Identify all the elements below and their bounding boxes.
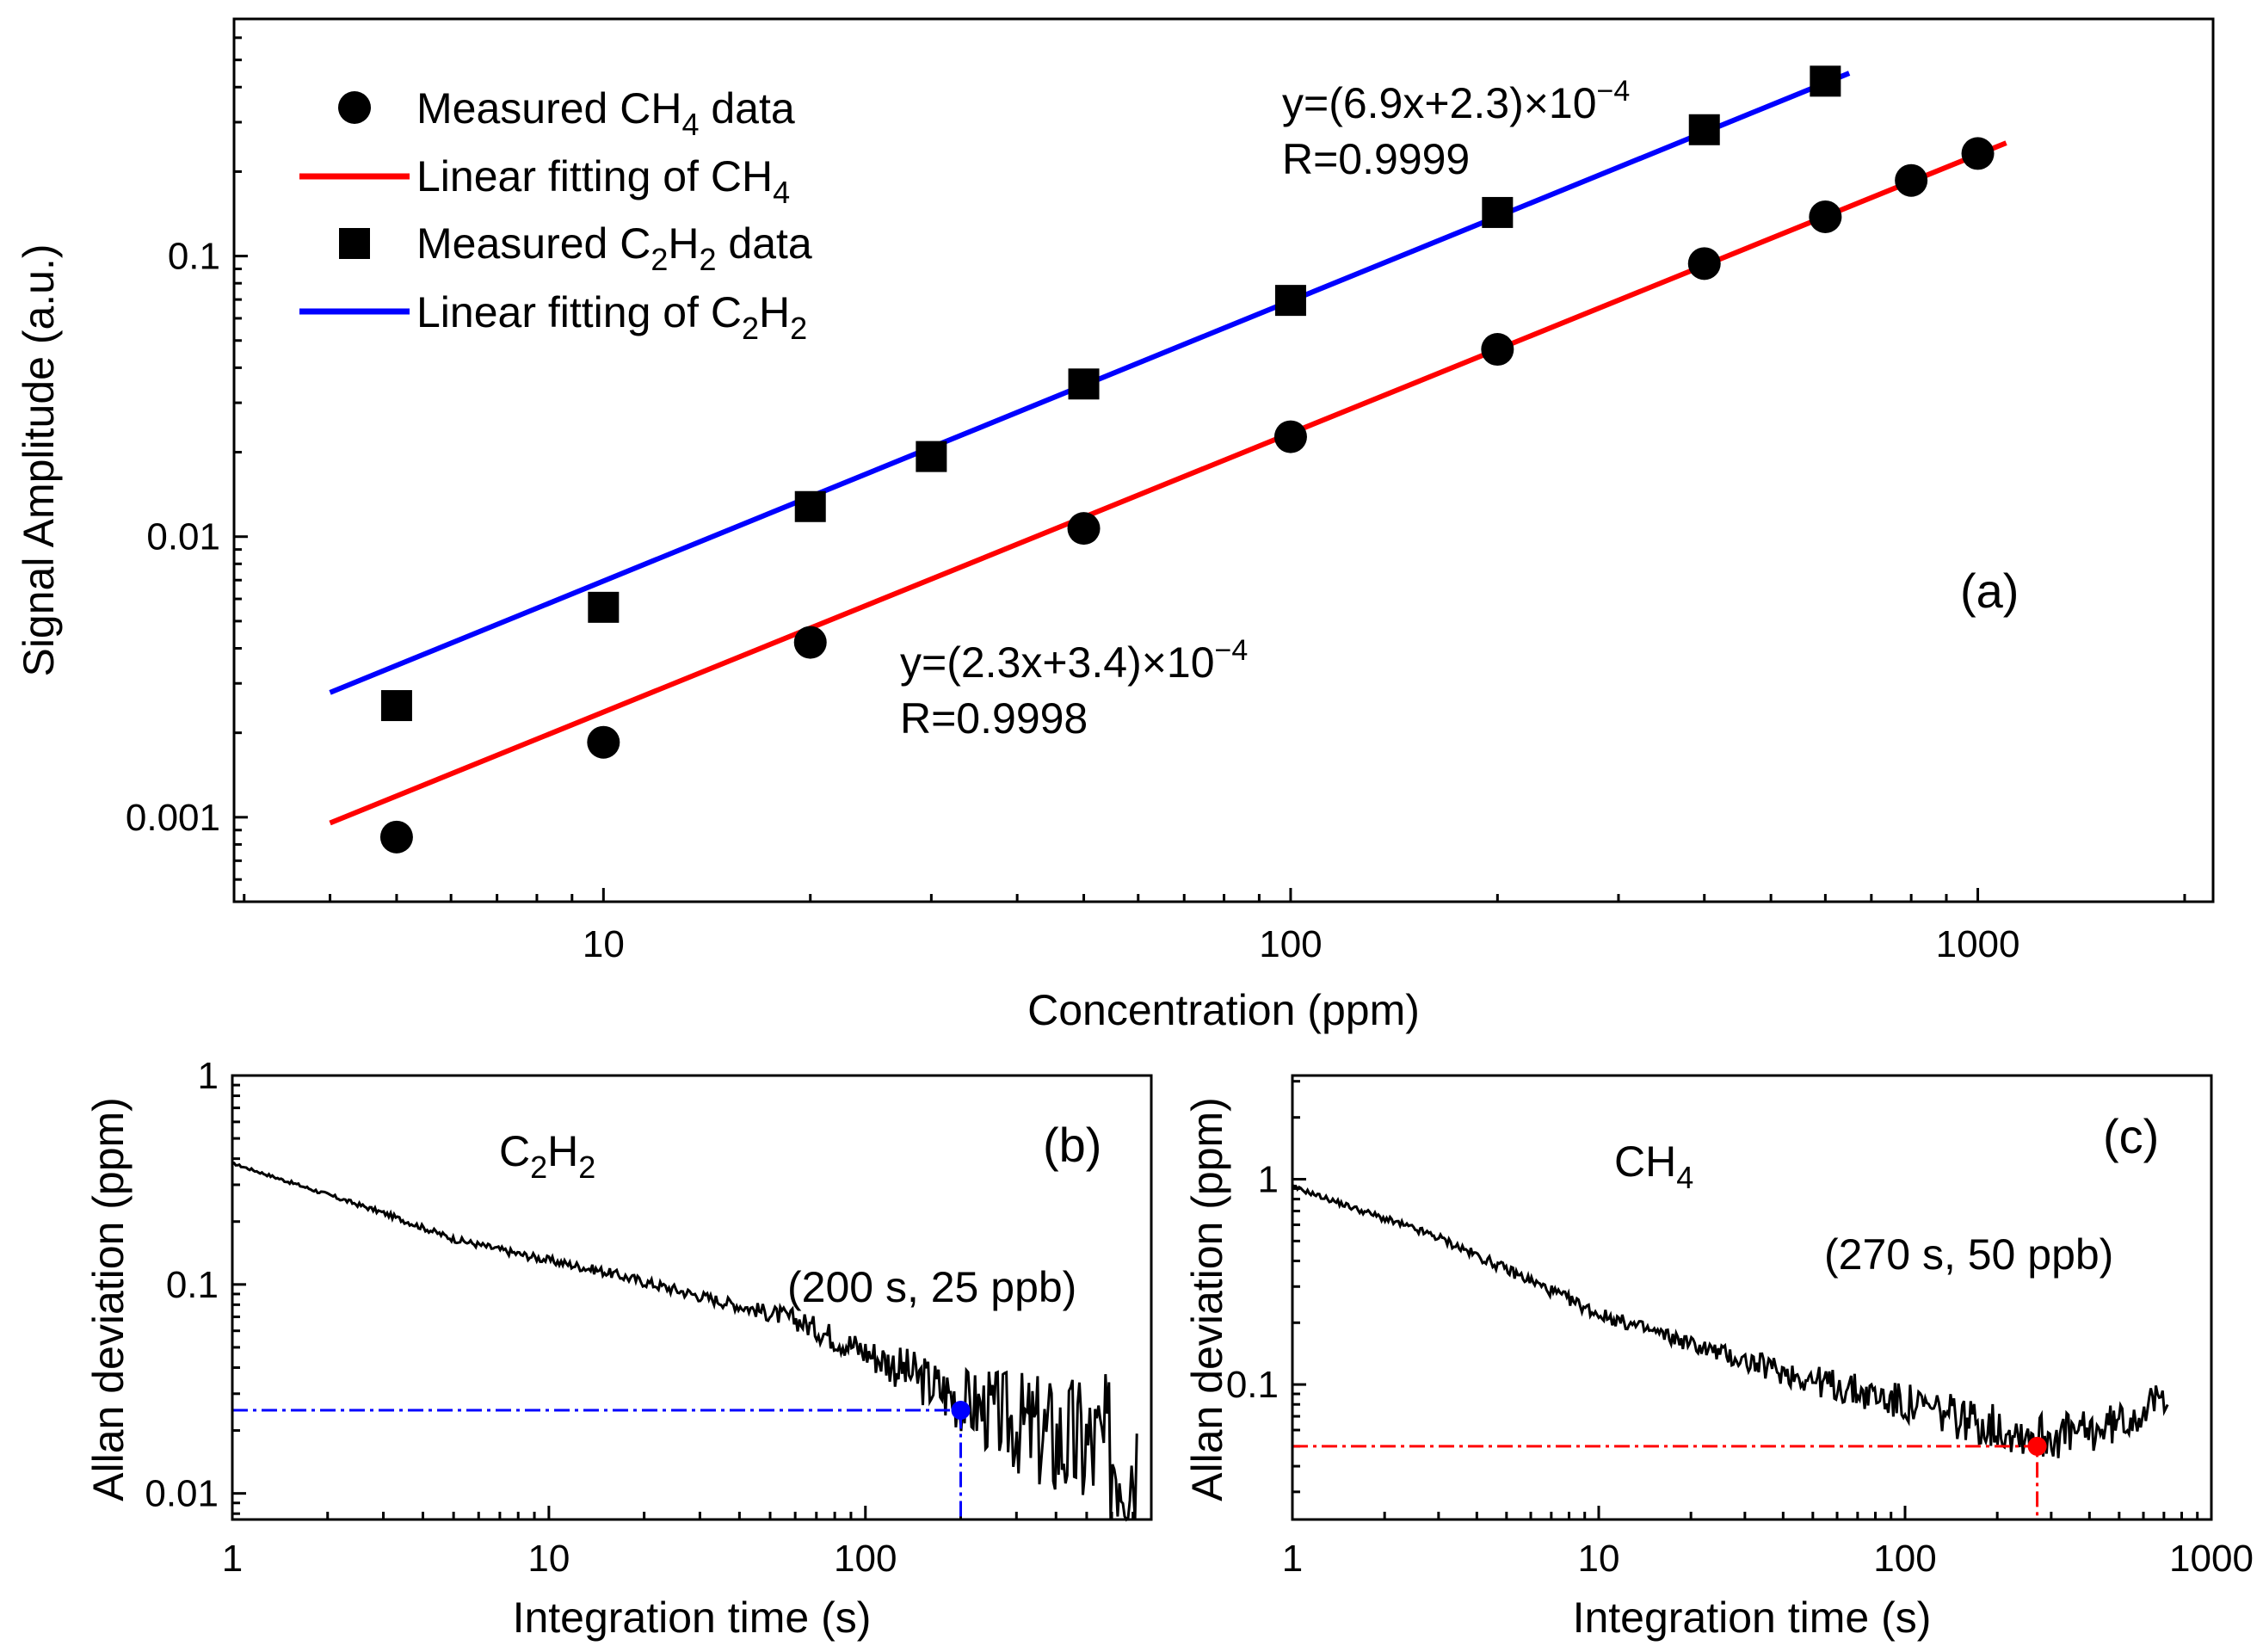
ch4-data-point [1067, 512, 1101, 546]
ch4-data-point [587, 725, 620, 759]
x-tick-label: 10 [1578, 1538, 1620, 1580]
panel-c-chart: 1 10 100 1000 0.1 1 CH4 (270 s, 50 ppb) (c) I… [1183, 1074, 2254, 1642]
y-tick-label: 0.01 [145, 1473, 219, 1515]
x-tick-label: 10 [583, 923, 625, 965]
y-tick-label: 0.1 [166, 1264, 219, 1306]
x-tick-label: 1 [1282, 1538, 1303, 1580]
panel-c-frame [1291, 1074, 2213, 1521]
c2h2-data-point [1810, 65, 1841, 97]
panel-c-min-reference-lines [1292, 1445, 2039, 1519]
c2h2-data-point [1482, 196, 1514, 228]
panel-a-x-axis-title: Concentration (ppm) [1027, 986, 1420, 1034]
panel-a-y-axis-title: Signal Amplitude (a.u.) [15, 243, 63, 676]
legend-ch4-fit-label: Linear fitting of CH4 [416, 152, 790, 210]
ch4-data-point [1961, 137, 1995, 170]
panel-a-ch4-fit-line [329, 140, 2007, 826]
y-tick-label: 1 [198, 1055, 219, 1097]
y-tick-label: 1 [1258, 1159, 1279, 1201]
y-tick-label: 0.1 [1226, 1364, 1279, 1406]
panel-b-frame [231, 1074, 1153, 1521]
x-tick-label: 10 [527, 1538, 570, 1580]
panel-b-ticks: 1 10 100 0.01 0.1 1 [145, 1055, 1153, 1580]
y-tick-label: 0.01 [146, 516, 220, 558]
c2h2-data-point [916, 441, 947, 472]
legend-c2h2-marker [339, 228, 370, 259]
legend-c2h2-measured-label: Measured C2H2 data [416, 219, 812, 277]
x-tick-label: 100 [834, 1538, 897, 1580]
ch4-fit-equation: y=(2.3x+3.4)×10−4 [900, 634, 1248, 687]
ch4-data-point [1481, 333, 1514, 367]
x-tick-label: 1 [222, 1538, 243, 1580]
x-tick-label: 100 [1873, 1538, 1936, 1580]
c2h2-data-point [1688, 114, 1720, 145]
panel-b-y-axis-title: Allan deviation (ppm) [84, 1097, 133, 1501]
x-tick-label: 1000 [2169, 1538, 2254, 1580]
ch4-data-point [379, 820, 413, 854]
panel-a-chart: 10 100 1000 0.001 0.01 0.1 Measured CH4 data … [15, 17, 2215, 1034]
ch4-data-point [1809, 200, 1842, 233]
c2h2-data-point [1274, 285, 1306, 317]
legend-ch4-marker [338, 91, 371, 124]
x-tick-label: 100 [1259, 923, 1322, 965]
panel-b-min-reference-lines [232, 1409, 963, 1519]
panel-b-allan-curve [231, 1161, 1138, 1522]
panel-b-min-point [951, 1401, 971, 1421]
ch4-data-point [793, 626, 827, 659]
y-tick-label: 0.1 [168, 236, 220, 278]
panel-a-label: (a) [1960, 564, 2019, 618]
panel-c-min-annotation: (270 s, 50 ppb) [1824, 1230, 2113, 1279]
panel-c-allan-curve [1292, 1184, 2169, 1458]
legend-ch4-measured-label: Measured CH4 data [416, 84, 795, 142]
panel-a-ticks: 10 100 1000 0.001 0.01 0.1 [126, 17, 2186, 965]
panel-c-min-point [2027, 1436, 2047, 1456]
x-tick-label: 1000 [1936, 923, 2020, 965]
panel-c-ticks: 1 10 100 1000 0.1 1 [1226, 1080, 2254, 1580]
ch4-fit-r-value: R=0.9998 [900, 694, 1088, 743]
panel-b-gas-label: C2H2 [499, 1127, 595, 1185]
c2h2-data-point [380, 690, 412, 722]
legend-c2h2-fit-label: Linear fitting of C2H2 [416, 288, 807, 346]
panel-b-min-annotation: (200 s, 25 ppb) [787, 1263, 1076, 1311]
panel-a-legend: Measured CH4 data Linear fitting of CH4 … [299, 84, 812, 346]
ch4-data-point [1687, 247, 1721, 280]
panel-c-x-axis-title: Integration time (s) [1573, 1593, 1932, 1642]
panel-b-label: (b) [1043, 1118, 1101, 1172]
c2h2-fit-r-value: R=0.9999 [1282, 135, 1470, 183]
panel-c-y-axis-title: Allan deviation (ppm) [1183, 1097, 1231, 1501]
panel-b-chart: 1 10 1000.010.11 C2H2 (200 s, 25 ppb) (b) … [84, 1055, 1153, 1642]
panel-a-markers [379, 65, 1995, 854]
panel-b-x-axis-title: Integration time (s) [513, 1593, 872, 1642]
c2h2-data-point [794, 490, 826, 522]
panel-c-label: (c) [2103, 1109, 2159, 1163]
panel-a-frame [232, 17, 2215, 903]
c2h2-fit-equation: y=(6.9x+2.3)×10−4 [1282, 75, 1630, 127]
c2h2-data-point [588, 591, 620, 623]
ch4-data-point [1895, 163, 1928, 197]
c2h2-data-point [1068, 368, 1100, 400]
panel-c-gas-label: CH4 [1614, 1137, 1693, 1195]
ch4-data-point [1273, 420, 1307, 453]
y-tick-label: 0.001 [126, 797, 220, 839]
